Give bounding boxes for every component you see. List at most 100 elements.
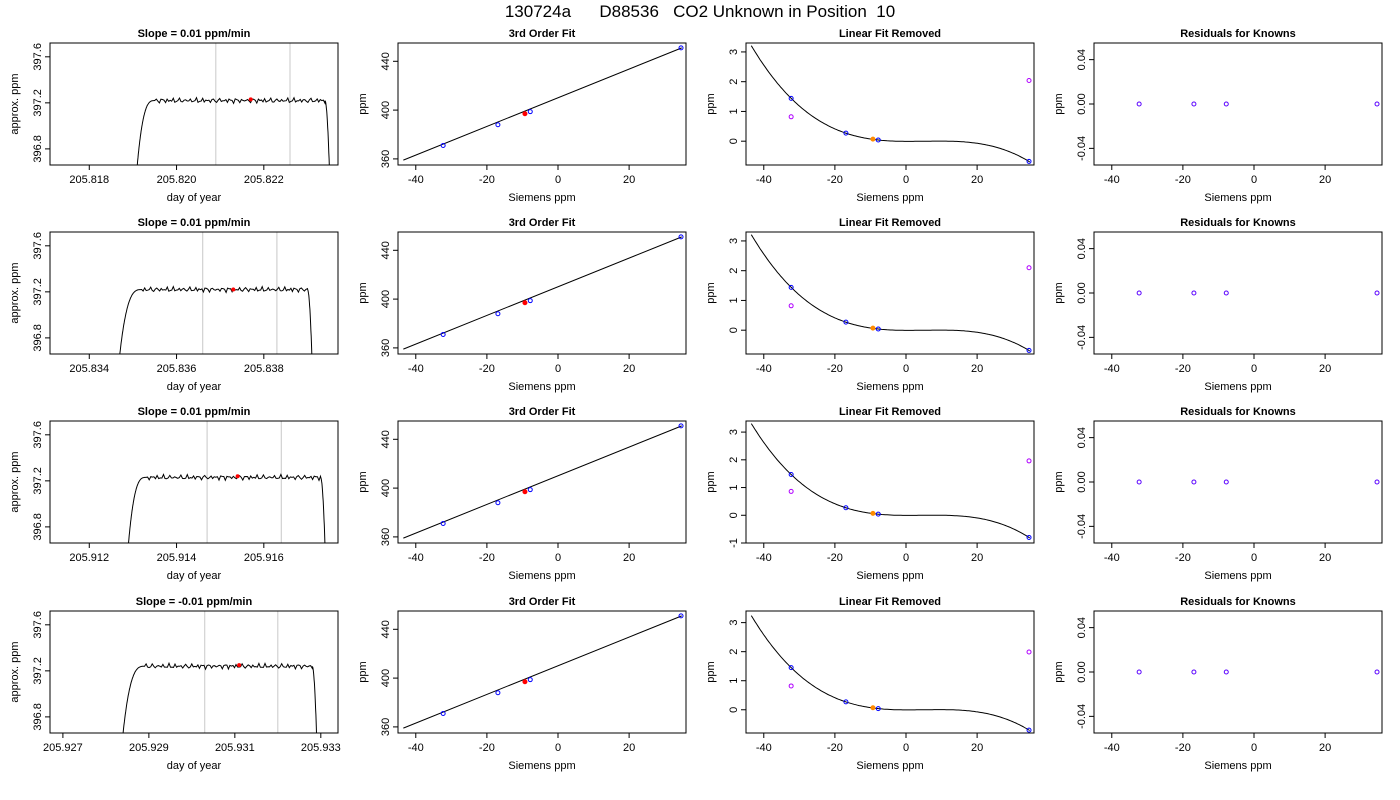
x-tick-label: -20 (827, 552, 843, 564)
x-tick-label: 205.929 (129, 742, 169, 754)
y-tick-label: 0.04 (1076, 427, 1088, 448)
unknown-point (870, 705, 876, 711)
y-axis: 360 400 440 (380, 241, 398, 357)
x-tick-label: 20 (971, 174, 983, 186)
y-axis: -0.04 0.00 0.04 (1076, 49, 1094, 161)
y-axis: -0.04 0.00 0.04 (1076, 617, 1094, 729)
x-tick-label: -40 (1104, 742, 1120, 754)
panel-title: Slope = 0.01 ppm/min (138, 28, 251, 40)
x-axis-label: day of year (167, 381, 222, 393)
x-tick-label: 0 (903, 552, 909, 564)
y-tick-label: 440 (380, 620, 392, 638)
y-tick-label: 397.2 (32, 657, 44, 685)
plot-area (403, 45, 684, 161)
plot-area (1136, 290, 1380, 296)
y-tick-label: 360 (380, 718, 392, 736)
y-tick-label: 440 (380, 52, 392, 70)
y-tick-label: -0.04 (1076, 325, 1088, 350)
y-tick-label: 440 (380, 430, 392, 448)
plot-frame (49, 420, 339, 544)
x-axis: 205.927 205.929 205.931 205.933 (43, 733, 341, 754)
panel-1-1: Slope = 0.01 ppm/min 205.818 205.820 205.82… (9, 28, 339, 204)
y-axis: 396.8 397.2 397.6 (32, 421, 50, 541)
cubic-curve (750, 615, 1030, 731)
known-point (788, 472, 794, 478)
x-axis: 205.912 205.914 205.916 (69, 543, 284, 564)
panel-title: 3rd Order Fit (509, 596, 576, 608)
plot-frame (397, 610, 687, 734)
y-tick-label: 400 (380, 101, 392, 119)
x-tick-label: -40 (408, 742, 424, 754)
linear-point (1026, 77, 1032, 83)
y-tick-label: 360 (380, 339, 392, 357)
panel-3-4: Residuals for Knowns -40 -20 0 20 Siemens ppm… (1053, 406, 1383, 582)
x-axis: -40 -20 0 20 (756, 733, 983, 754)
cubic-curve (750, 423, 1030, 539)
plot-area (1136, 479, 1380, 485)
x-axis-label: Siemens ppm (1204, 760, 1271, 772)
y-axis: 0 1 2 3 (728, 238, 746, 333)
x-tick-label: 205.836 (157, 363, 197, 375)
panel-1-3: Linear Fit Removed -40 -20 0 20 Siemens ppm 0 1… (705, 28, 1035, 204)
residual-point (1374, 669, 1380, 675)
mean-marker (231, 287, 236, 292)
known-point (843, 130, 849, 136)
x-tick-label: -20 (827, 174, 843, 186)
unknown-point (522, 111, 528, 117)
unknown-point (870, 325, 876, 331)
x-axis: -40 -20 0 20 (1104, 354, 1331, 375)
x-tick-label: -20 (479, 363, 495, 375)
x-axis: 205.818 205.820 205.822 (69, 165, 284, 186)
x-axis: -40 -20 0 20 (756, 165, 983, 186)
x-tick-label: 20 (623, 174, 635, 186)
trace-line (119, 285, 313, 354)
x-axis-label: day of year (167, 570, 222, 582)
y-tick-label: 397.2 (32, 467, 44, 495)
y-axis-label: approx. ppm (9, 73, 21, 134)
y-tick-label: 400 (380, 669, 392, 687)
panel-title: Linear Fit Removed (839, 406, 941, 418)
linear-point (788, 488, 794, 494)
panel-title: Slope = 0.01 ppm/min (138, 217, 251, 229)
fit-line (403, 236, 682, 350)
y-axis-label: ppm (1053, 282, 1065, 303)
plot-frame (745, 610, 1035, 734)
residual-point (1136, 669, 1142, 675)
plot-area (136, 43, 330, 165)
y-tick-label: 1 (728, 484, 740, 490)
plot-area (128, 421, 326, 543)
x-tick-label: 0 (1251, 174, 1257, 186)
fit-line (403, 425, 682, 539)
plot-area (750, 45, 1032, 164)
known-point (440, 331, 446, 337)
residual-point (1374, 101, 1380, 107)
y-axis-label: ppm (705, 661, 717, 682)
x-tick-label: 0 (1251, 552, 1257, 564)
linear-point (1026, 649, 1032, 655)
panel-title: Residuals for Knowns (1180, 217, 1296, 229)
y-tick-label: -0.04 (1076, 704, 1088, 729)
x-axis: -40 -20 0 20 (1104, 165, 1331, 186)
y-tick-label: 0.04 (1076, 238, 1088, 259)
x-tick-label: 20 (1319, 174, 1331, 186)
y-axis-label: ppm (357, 471, 369, 492)
plot-area (403, 234, 684, 350)
y-tick-label: 440 (380, 241, 392, 259)
plot-area (750, 423, 1032, 540)
mean-marker (235, 474, 240, 479)
panel-1-4: Residuals for Knowns -40 -20 0 20 Siemens ppm… (1053, 28, 1383, 204)
x-axis-label: Siemens ppm (1204, 381, 1271, 393)
y-axis: 396.8 397.2 397.6 (32, 611, 50, 731)
panel-title: 3rd Order Fit (509, 406, 576, 418)
panel-2-4: Residuals for Knowns -40 -20 0 20 Siemens ppm… (1053, 217, 1383, 393)
y-tick-label: 397.6 (32, 421, 44, 449)
y-axis-label: ppm (357, 282, 369, 303)
plot-area (750, 234, 1032, 353)
x-axis: -40 -20 0 20 (408, 733, 635, 754)
y-axis: 0 1 2 3 (728, 49, 746, 144)
cubic-curve (750, 234, 1030, 352)
known-point (1026, 158, 1032, 164)
y-tick-label: 2 (728, 268, 740, 274)
